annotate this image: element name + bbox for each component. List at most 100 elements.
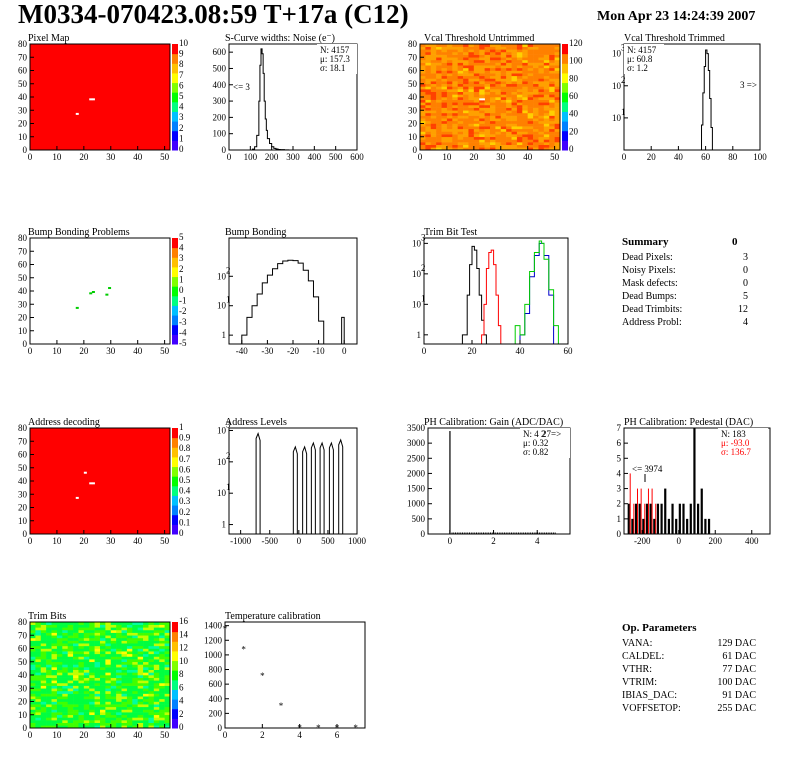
heatmap-cell (500, 94, 507, 98)
heatmap-cell (143, 690, 149, 694)
y-tick-label: 20 (18, 313, 28, 323)
heatmap-cell (484, 139, 491, 143)
heatmap-cell (500, 51, 507, 55)
y-tick-label: 10 (612, 113, 622, 123)
heatmap-cell (51, 643, 58, 647)
x-tick-label: 4 (297, 730, 302, 740)
heatmap-cell (110, 627, 117, 631)
heatmap-cell (116, 656, 122, 660)
color-bar-label: 4 (179, 102, 184, 112)
heatmap-cell (121, 635, 128, 639)
heatmap-cell (132, 640, 138, 644)
heatmap-cell (554, 81, 561, 85)
heatmap-pixel (91, 291, 95, 293)
heatmap-cell (554, 89, 561, 92)
heatmap-cell (100, 659, 106, 663)
heatmap-cell (56, 669, 63, 673)
heatmap-cell (46, 627, 52, 631)
heatmap-cell (468, 128, 475, 132)
color-bar-label: 20 (569, 126, 579, 136)
heatmap-cell (148, 675, 155, 678)
heatmap-cell (457, 115, 464, 119)
heatmap-cell (468, 44, 475, 47)
heatmap-cell (40, 720, 47, 723)
color-bar-label: 120 (569, 38, 583, 48)
heatmap-cell (457, 112, 464, 116)
heatmap-cell (473, 126, 480, 130)
plot-frame (427, 427, 571, 535)
heatmap-cell (484, 44, 491, 47)
heatmap-cell (56, 725, 63, 729)
heatmap-cell (40, 680, 47, 684)
y-tick-label: 0 (222, 145, 227, 155)
heatmap-cell (484, 115, 491, 119)
heatmap-cell (479, 70, 485, 74)
heatmap-cell (126, 648, 133, 652)
heatmap-cell (51, 685, 58, 689)
heatmap-cell (436, 51, 442, 55)
heatmap-pixel (75, 112, 79, 115)
heatmap-cell (78, 645, 85, 649)
heatmap-cell (94, 709, 101, 713)
heatmap-cell (40, 624, 47, 628)
heatmap-cell (143, 664, 149, 668)
heatmap-cell (538, 81, 545, 85)
heatmap-cell (94, 725, 101, 729)
heatmap-cell (538, 144, 545, 148)
heatmap-cell (479, 65, 485, 69)
heatmap-cell (116, 635, 122, 639)
heatmap-cell (51, 706, 58, 710)
heatmap-cell (46, 622, 52, 625)
heatmap-cell (463, 104, 469, 108)
heatmap-cell (62, 643, 68, 647)
heatmap-cell (89, 632, 95, 636)
histogram-bar (689, 503, 692, 534)
heatmap-cell (121, 725, 128, 729)
heatmap-cell (452, 70, 458, 74)
heatmap-cell (164, 722, 171, 726)
heatmap-cell (67, 664, 74, 668)
summary-label: Address Probl: (622, 317, 682, 328)
heatmap-cell (446, 86, 453, 90)
heatmap-cell (56, 682, 63, 686)
heatmap-cell (468, 73, 475, 77)
heatmap-cell (511, 44, 518, 47)
heatmap-cell (506, 110, 512, 114)
heatmap-cell (538, 147, 545, 151)
heatmap-cell (116, 624, 122, 628)
heatmap-cell (110, 645, 117, 649)
heatmap-cell (495, 67, 502, 71)
heatmap-cell (549, 83, 555, 87)
heatmap-cell (126, 653, 133, 657)
heatmap-cell (484, 65, 491, 69)
heatmap-cell (484, 49, 491, 53)
heatmap-cell (527, 65, 534, 69)
heatmap-cell (132, 717, 138, 721)
heatmap-cell (67, 659, 74, 663)
heatmap-cell (94, 669, 101, 673)
y-tick-label: 80 (18, 39, 28, 49)
heatmap-cell (132, 659, 138, 663)
heatmap-cell (159, 717, 165, 721)
heatmap-cell (436, 107, 442, 111)
heatmap-cell (500, 144, 507, 148)
y-tick-label: 70 (18, 436, 28, 446)
heatmap-cell (516, 112, 523, 116)
heatmap-cell (484, 142, 491, 145)
heatmap-cell (73, 635, 79, 639)
color-bar-segment (172, 447, 178, 458)
y-tick-exponent: 2 (421, 263, 426, 273)
heatmap-cell (89, 680, 95, 684)
heatmap-cell (420, 139, 426, 143)
heatmap-cell (46, 648, 52, 652)
heatmap-cell (430, 67, 437, 71)
heatmap-cell (511, 46, 518, 50)
heatmap-cell (527, 44, 534, 47)
heatmap-cell (446, 97, 453, 100)
heatmap-cell (543, 78, 550, 82)
heatmap-cell (164, 688, 171, 692)
heatmap-cell (51, 714, 58, 718)
heatmap-cell (67, 656, 74, 660)
heatmap-cell (62, 722, 68, 726)
